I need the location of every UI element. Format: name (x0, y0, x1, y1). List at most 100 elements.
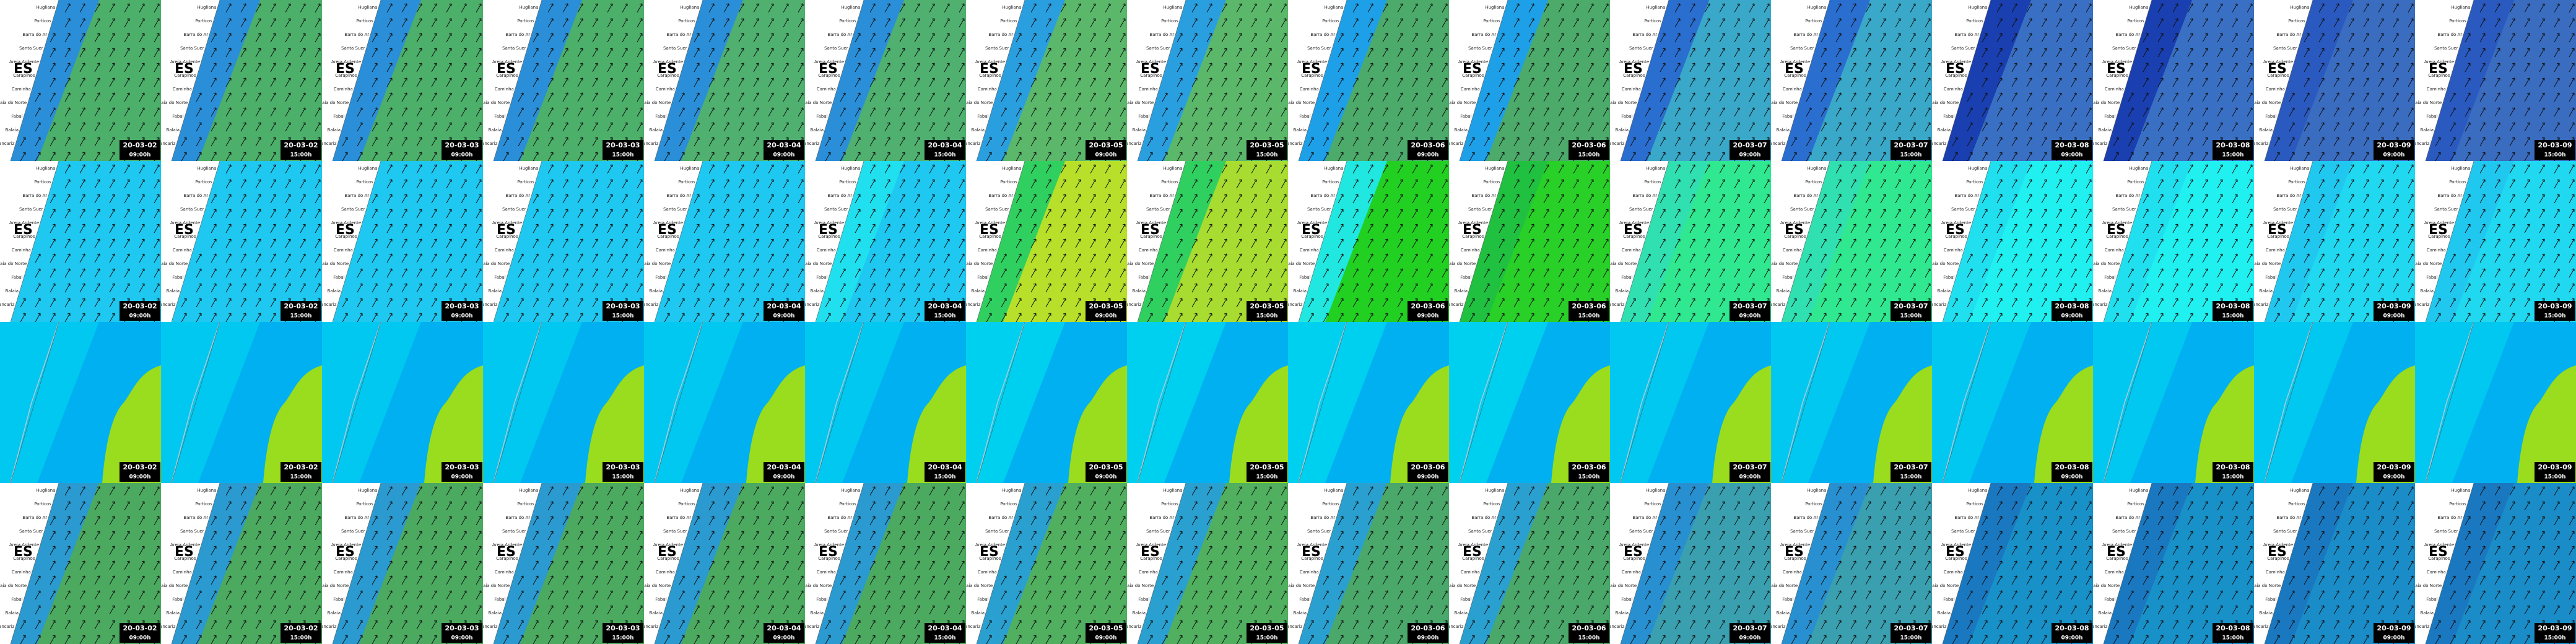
wind-arrow (1045, 92, 1051, 102)
wind-arrow (372, 107, 378, 117)
wind-arrow (2333, 92, 2339, 102)
wind-arrow (1704, 152, 1710, 161)
wind-arrow (476, 122, 482, 132)
wind-arrow (1895, 194, 1901, 204)
wind-arrow (753, 486, 759, 496)
wind-arrow (1513, 209, 1520, 219)
wind-arrow (1281, 77, 1287, 87)
wind-arrow (94, 164, 100, 174)
date-box (2052, 301, 2092, 321)
wind-arrow (1120, 18, 1126, 28)
wind-arrow (1719, 298, 1725, 308)
wind-arrow (1558, 33, 1564, 43)
place-name: Bancariz (962, 141, 980, 146)
date-label: 20-03-08 (2055, 463, 2089, 471)
place-name: Barra do Ar (666, 193, 691, 198)
wind-arrow (2304, 122, 2310, 132)
wind-arrow (884, 107, 890, 117)
wind-arrow (1880, 194, 1886, 204)
coast-edge (1137, 161, 1186, 322)
wind-arrow (738, 77, 744, 87)
wind-arrow (1001, 313, 1007, 322)
wind-arrow (1397, 77, 1403, 87)
wind-arrow (637, 501, 643, 511)
wind-arrow (124, 516, 130, 526)
wind-arrow (1764, 268, 1770, 278)
wind-arrow (577, 122, 583, 132)
wind-arrow (1045, 253, 1051, 263)
wind-arrow (914, 137, 920, 147)
wind-arrow (2217, 122, 2223, 132)
wind-arrow (1090, 560, 1096, 570)
wind-arrow (372, 253, 378, 263)
wind-arrow (124, 268, 130, 278)
wind-arrow (1588, 268, 1594, 278)
wind-arrow (1603, 546, 1609, 555)
wind-arrow (2539, 253, 2545, 263)
wind-arrow (2232, 253, 2238, 263)
wind-arrow (547, 620, 554, 630)
place-name: Carapinos (979, 234, 1001, 239)
date-label: 20-03-06 (1572, 302, 1606, 310)
wind-arrow (401, 77, 407, 87)
wind-arrow (1236, 575, 1242, 585)
date-box (1730, 140, 1770, 160)
wind-arrow (1674, 63, 1681, 72)
wind-arrow (285, 164, 291, 174)
wind-arrow (2408, 48, 2414, 58)
wind-arrow (2450, 137, 2456, 147)
wind-arrow (2554, 107, 2560, 117)
wind-arrow (2071, 107, 2077, 117)
wind-arrow (2041, 313, 2047, 322)
wind-arrow (2539, 238, 2545, 248)
wind-arrow (1558, 164, 1564, 174)
wind-arrow (798, 33, 804, 43)
coast-edge (815, 0, 864, 161)
wind-arrow (401, 486, 407, 496)
wind-arrow (1105, 92, 1111, 102)
wind-arrow (1352, 164, 1359, 174)
wind-arrow (577, 531, 583, 541)
wind-arrow (1865, 77, 1871, 87)
wind-arrow (300, 590, 306, 600)
wind-arrow (1367, 179, 1373, 189)
wind-arrow (884, 224, 890, 233)
wind-arrow (562, 268, 568, 278)
wind-arrow (64, 575, 71, 585)
place-name: Carapinos (13, 234, 35, 239)
wind-arrow (416, 635, 422, 644)
time-label: 15:00h (1256, 474, 1277, 481)
wind-arrow (607, 253, 613, 263)
wind-arrow (738, 605, 744, 615)
wind-arrow (1719, 92, 1725, 102)
wind-arrow (1513, 18, 1520, 28)
wind-arrow (1060, 152, 1066, 161)
wind-arrow (929, 516, 935, 526)
wind-arrow (1367, 48, 1373, 58)
wind-arrow (798, 283, 804, 293)
date-label: 20-03-07 (1894, 141, 1928, 149)
wind-arrow (1895, 63, 1901, 72)
place-name: Fabal (1943, 275, 1954, 280)
wind-arrow (2128, 152, 2134, 161)
wind-arrow (2524, 18, 2530, 28)
land (805, 483, 864, 644)
wind-arrow (1674, 313, 1681, 322)
wind-arrow (914, 298, 920, 308)
place-name: Praia do Norte (1445, 261, 1476, 266)
wind-arrow (416, 486, 422, 496)
date-box (925, 623, 965, 643)
wind-arrow (1442, 77, 1448, 87)
wind-arrow (225, 33, 232, 43)
wind-arrow (1236, 107, 1242, 117)
coast-edge (2425, 161, 2474, 322)
wind-arrow (944, 92, 950, 102)
wind-arrow (2247, 3, 2253, 13)
wind-arrow (1734, 209, 1740, 219)
wind-arrow (2041, 33, 2047, 43)
wind-arrow (1880, 253, 1886, 263)
